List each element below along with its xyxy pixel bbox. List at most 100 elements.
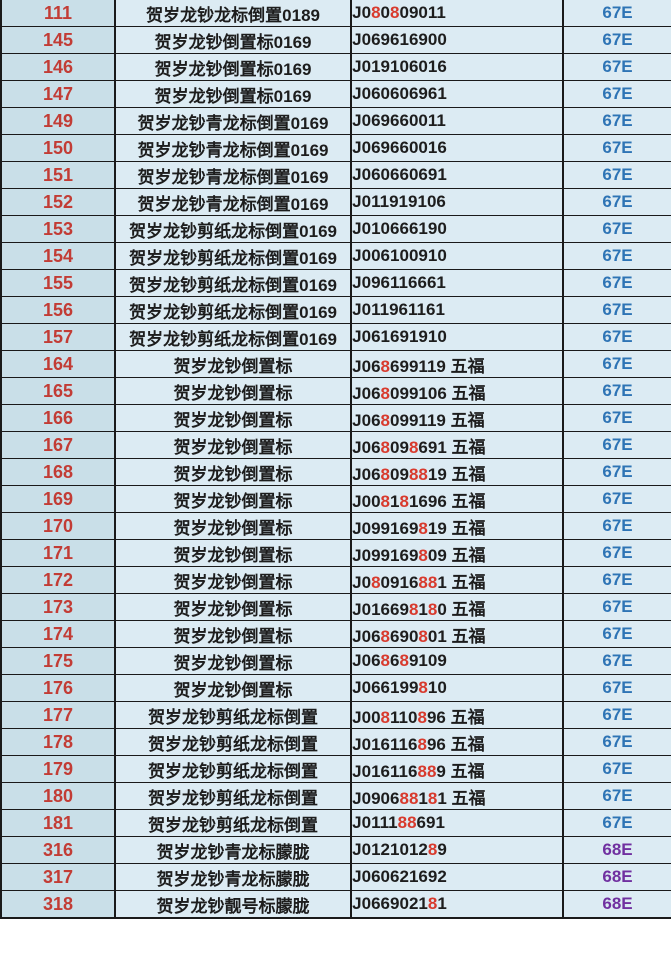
serial-number-cell[interactable]: J008181696 五福 [350, 485, 565, 513]
grade-code-cell[interactable]: 67E [562, 134, 671, 162]
row-number-cell[interactable]: 154 [0, 242, 117, 270]
grade-code-cell[interactable]: 67E [562, 188, 671, 216]
serial-number-cell[interactable]: J011919106 [350, 188, 565, 216]
serial-number-cell[interactable]: J080809011 [350, 0, 565, 27]
row-number-cell[interactable]: 172 [0, 566, 117, 594]
description-cell[interactable]: 贺岁龙钞倒置标 [114, 377, 353, 405]
grade-code-cell[interactable]: 67E [562, 485, 671, 513]
serial-number-cell[interactable]: J061691910 [350, 323, 565, 351]
description-cell[interactable]: 贺岁龙钞倒置标 [114, 431, 353, 459]
grade-code-cell[interactable]: 67E [562, 53, 671, 81]
row-number-cell[interactable]: 164 [0, 350, 117, 378]
serial-number-cell[interactable]: J016698180 五福 [350, 593, 565, 621]
row-number-cell[interactable]: 153 [0, 215, 117, 243]
grade-code-cell[interactable]: 67E [562, 755, 671, 783]
serial-number-cell[interactable]: J019106016 [350, 53, 565, 81]
serial-number-cell[interactable]: J068699119 五福 [350, 350, 565, 378]
grade-code-cell[interactable]: 67E [562, 458, 671, 486]
serial-number-cell[interactable]: J066902181 [350, 890, 565, 919]
grade-code-cell[interactable]: 67E [562, 647, 671, 675]
grade-code-cell[interactable]: 67E [562, 701, 671, 729]
description-cell[interactable]: 贺岁龙钞倒置标 [114, 566, 353, 594]
grade-code-cell[interactable]: 67E [562, 161, 671, 189]
description-cell[interactable]: 贺岁龙钞倒置标 [114, 350, 353, 378]
row-number-cell[interactable]: 316 [0, 836, 117, 864]
grade-code-cell[interactable]: 67E [562, 593, 671, 621]
grade-code-cell[interactable]: 67E [562, 26, 671, 54]
description-cell[interactable]: 贺岁龙钞剪纸龙标倒置0169 [114, 215, 353, 243]
row-number-cell[interactable]: 156 [0, 296, 117, 324]
row-number-cell[interactable]: 150 [0, 134, 117, 162]
description-cell[interactable]: 贺岁龙钞倒置标0169 [114, 53, 353, 81]
grade-code-cell[interactable]: 68E [562, 890, 671, 919]
serial-number-cell[interactable]: J069616900 [350, 26, 565, 54]
row-number-cell[interactable]: 317 [0, 863, 117, 891]
description-cell[interactable]: 贺岁龙钞剪纸龙标倒置 [114, 782, 353, 810]
row-number-cell[interactable]: 149 [0, 107, 117, 135]
row-number-cell[interactable]: 147 [0, 80, 117, 108]
row-number-cell[interactable]: 180 [0, 782, 117, 810]
description-cell[interactable]: 贺岁龙钞青龙标倒置0169 [114, 188, 353, 216]
row-number-cell[interactable]: 176 [0, 674, 117, 702]
serial-number-cell[interactable]: J090688181 五福 [350, 782, 565, 810]
serial-number-cell[interactable]: J016116896 五福 [350, 728, 565, 756]
description-cell[interactable]: 贺岁龙钞倒置标 [114, 674, 353, 702]
description-cell[interactable]: 贺岁龙钞剪纸龙标倒置0169 [114, 296, 353, 324]
description-cell[interactable]: 贺岁龙钞剪纸龙标倒置0169 [114, 323, 353, 351]
row-number-cell[interactable]: 155 [0, 269, 117, 297]
description-cell[interactable]: 贺岁龙钞倒置标0169 [114, 80, 353, 108]
row-number-cell[interactable]: 179 [0, 755, 117, 783]
grade-code-cell[interactable]: 67E [562, 350, 671, 378]
serial-number-cell[interactable]: J080916881 五福 [350, 566, 565, 594]
row-number-cell[interactable]: 145 [0, 26, 117, 54]
serial-number-cell[interactable]: J011961161 [350, 296, 565, 324]
serial-number-cell[interactable]: J060660691 [350, 161, 565, 189]
grade-code-cell[interactable]: 67E [562, 431, 671, 459]
grade-code-cell[interactable]: 67E [562, 377, 671, 405]
grade-code-cell[interactable]: 67E [562, 809, 671, 837]
description-cell[interactable]: 贺岁龙钞倒置标 [114, 458, 353, 486]
row-number-cell[interactable]: 157 [0, 323, 117, 351]
description-cell[interactable]: 贺岁龙钞倒置标 [114, 539, 353, 567]
description-cell[interactable]: 贺岁龙钞倒置标 [114, 647, 353, 675]
row-number-cell[interactable]: 111 [0, 0, 117, 27]
description-cell[interactable]: 贺岁龙钞剪纸龙标倒置 [114, 701, 353, 729]
grade-code-cell[interactable]: 67E [562, 323, 671, 351]
grade-code-cell[interactable]: 67E [562, 215, 671, 243]
description-cell[interactable]: 贺岁龙钞青龙标朦胧 [114, 863, 353, 891]
row-number-cell[interactable]: 171 [0, 539, 117, 567]
description-cell[interactable]: 贺岁龙钞青龙标倒置0169 [114, 134, 353, 162]
description-cell[interactable]: 贺岁龙钞剪纸龙标倒置 [114, 809, 353, 837]
row-number-cell[interactable]: 170 [0, 512, 117, 540]
row-number-cell[interactable]: 152 [0, 188, 117, 216]
description-cell[interactable]: 贺岁龙钞剪纸龙标倒置 [114, 755, 353, 783]
grade-code-cell[interactable]: 67E [562, 296, 671, 324]
serial-number-cell[interactable]: J010666190 [350, 215, 565, 243]
description-cell[interactable]: 贺岁龙钞剪纸龙标倒置0169 [114, 242, 353, 270]
serial-number-cell[interactable]: J068689109 [350, 647, 565, 675]
row-number-cell[interactable]: 151 [0, 161, 117, 189]
serial-number-cell[interactable]: J068098691 五福 [350, 431, 565, 459]
row-number-cell[interactable]: 165 [0, 377, 117, 405]
row-number-cell[interactable]: 178 [0, 728, 117, 756]
serial-number-cell[interactable]: J060606961 [350, 80, 565, 108]
row-number-cell[interactable]: 181 [0, 809, 117, 837]
serial-number-cell[interactable]: J099169809 五福 [350, 539, 565, 567]
serial-number-cell[interactable]: J011188691 [350, 809, 565, 837]
row-number-cell[interactable]: 175 [0, 647, 117, 675]
grade-code-cell[interactable]: 67E [562, 80, 671, 108]
grade-code-cell[interactable]: 67E [562, 269, 671, 297]
description-cell[interactable]: 贺岁龙钞倒置标0169 [114, 26, 353, 54]
description-cell[interactable]: 贺岁龙钞倒置标 [114, 404, 353, 432]
description-cell[interactable]: 贺岁龙钞剪纸龙标倒置0169 [114, 269, 353, 297]
row-number-cell[interactable]: 177 [0, 701, 117, 729]
grade-code-cell[interactable]: 67E [562, 566, 671, 594]
description-cell[interactable]: 贺岁龙钞倒置标 [114, 512, 353, 540]
serial-number-cell[interactable]: J016116889 五福 [350, 755, 565, 783]
description-cell[interactable]: 贺岁龙钞青龙标倒置0169 [114, 161, 353, 189]
grade-code-cell[interactable]: 67E [562, 782, 671, 810]
description-cell[interactable]: 贺岁龙钞剪纸龙标倒置 [114, 728, 353, 756]
grade-code-cell[interactable]: 67E [562, 0, 671, 27]
description-cell[interactable]: 贺岁龙钞倒置标 [114, 593, 353, 621]
serial-number-cell[interactable]: J068690801 五福 [350, 620, 565, 648]
